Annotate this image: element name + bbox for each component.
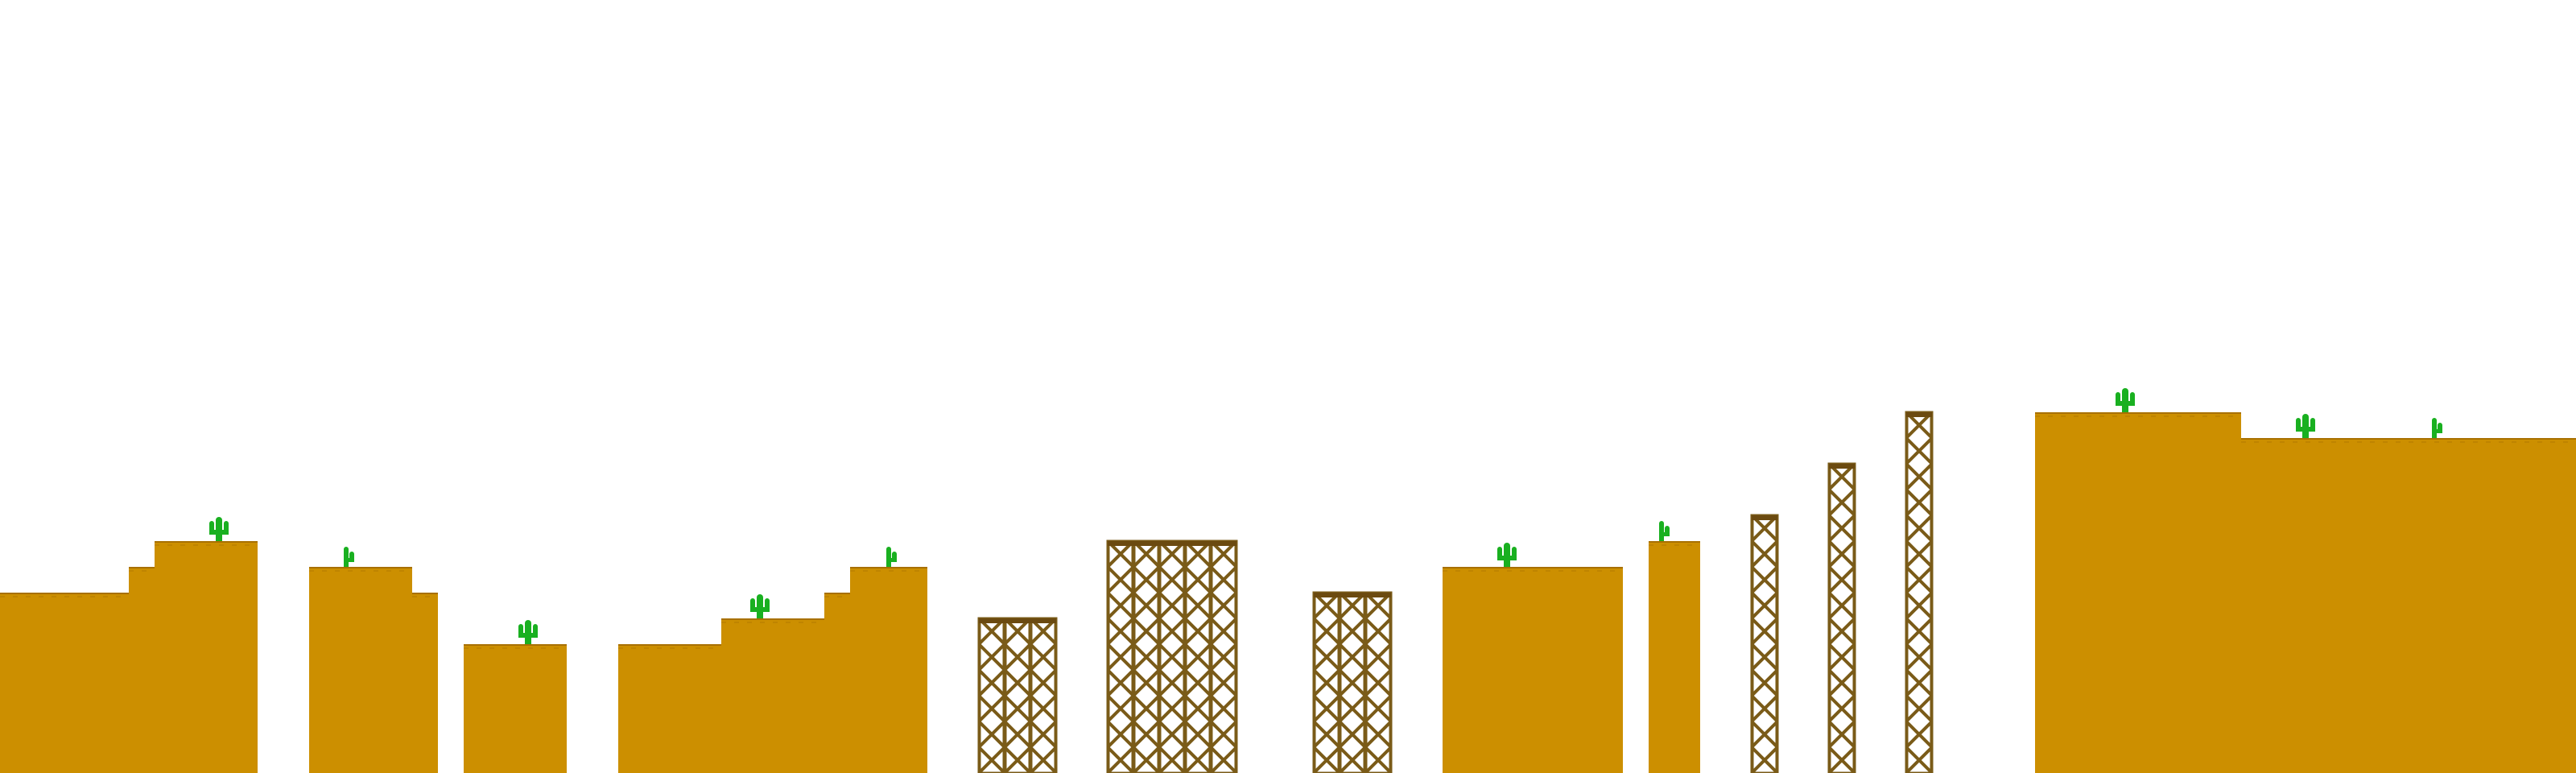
sand-block [412, 593, 438, 773]
cactus-icon [2432, 418, 2442, 438]
girder-tower [1905, 411, 1934, 773]
sand-block [824, 593, 850, 773]
girder-tower [1750, 514, 1779, 773]
cactus-icon [2116, 388, 2135, 412]
terrain-layer [0, 412, 2576, 773]
sand-block [309, 567, 412, 773]
girder-layer [977, 411, 1934, 773]
cactus-icon [1659, 521, 1670, 541]
sand-block [721, 618, 824, 773]
sand-block [1443, 567, 1623, 773]
girder-tower [1312, 591, 1393, 773]
sand-block [2035, 412, 2241, 773]
cactus-icon [1497, 543, 1517, 567]
cactus-icon [886, 547, 897, 567]
girder-tower [977, 617, 1058, 773]
cactus-icon [209, 517, 229, 541]
sand-block [129, 567, 155, 773]
sand-block [850, 567, 927, 773]
cactus-icon [344, 547, 354, 567]
sand-block [464, 644, 567, 773]
cactus-icon [2296, 414, 2315, 438]
girder-tower [1106, 539, 1238, 773]
girder-tower [1827, 462, 1856, 773]
sand-block [1649, 541, 1700, 773]
cactus-icon [750, 594, 770, 618]
sand-block [0, 593, 129, 773]
sand-block [618, 644, 721, 773]
sand-block [2241, 438, 2576, 773]
sand-block [155, 541, 258, 773]
cactus-icon [518, 620, 538, 644]
